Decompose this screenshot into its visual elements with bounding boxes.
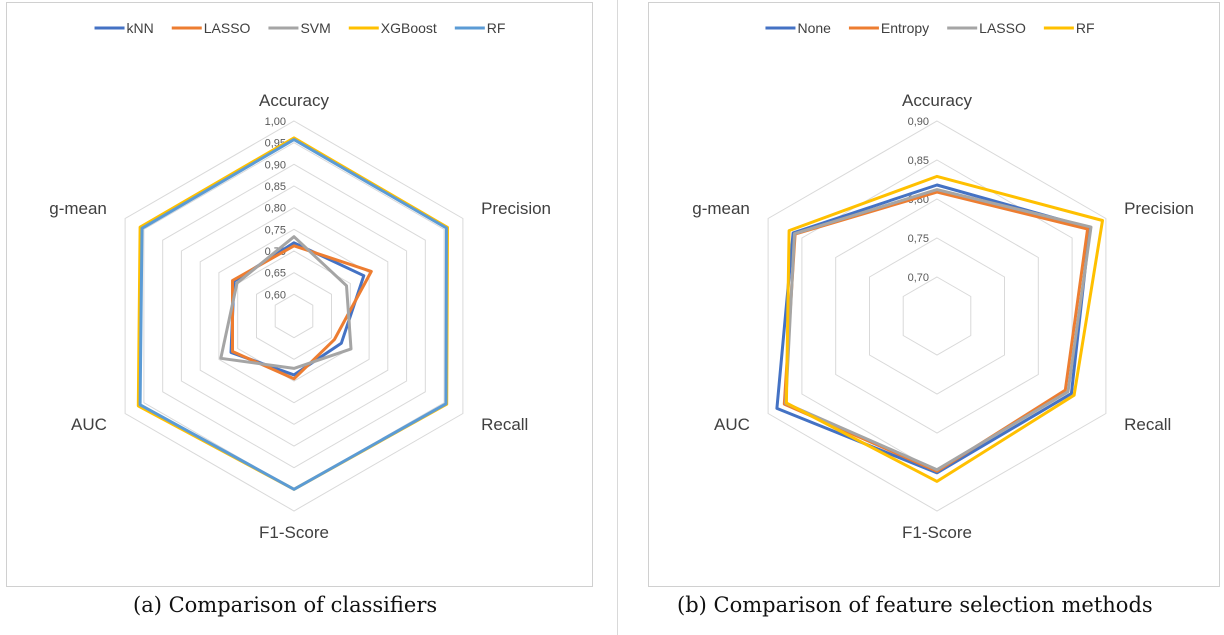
tick-label: 0,85 <box>265 181 286 193</box>
grid-ring <box>801 159 1073 473</box>
legend-label: XGBoost <box>381 20 437 36</box>
grid-ring <box>256 272 332 360</box>
legend-item-lasso: LASSO <box>947 20 1026 36</box>
grid-ring <box>767 120 1107 512</box>
series-line-rf <box>138 138 448 491</box>
axis-label-precision: Precision <box>481 199 551 218</box>
grid-ring <box>124 120 464 512</box>
grid-ring <box>274 293 314 339</box>
legend-item-entropy: Entropy <box>848 20 929 36</box>
tick-label: 0,70 <box>908 272 929 284</box>
divider <box>617 0 618 635</box>
tick-label: 0,80 <box>265 203 286 215</box>
radar-chart-classifiers: 0,600,650,700,750,800,850,900,951,00Accu… <box>49 20 551 542</box>
axis-label-accuracy: Accuracy <box>902 91 972 110</box>
legend-item-xgboost: XGBoost <box>348 20 437 36</box>
series-line-rf <box>784 174 1104 483</box>
axis-label-f1-score: F1-Score <box>259 523 329 542</box>
tick-label: 0,85 <box>908 155 929 167</box>
grid-ring <box>869 237 1005 395</box>
legend-item-rf: RF <box>1043 20 1095 36</box>
caption-feature-selection: (b) Comparison of feature selection meth… <box>677 593 1153 617</box>
axis-label-g-mean: g-mean <box>49 199 107 218</box>
grid-ring <box>143 142 445 490</box>
tick-label: 0,90 <box>908 116 929 128</box>
series-line-lasso <box>231 244 373 381</box>
tick-label: 0,65 <box>265 268 286 280</box>
legend-item-svm: SVM <box>268 20 331 36</box>
tick-label: 0,60 <box>265 289 286 301</box>
series-line-xgboost <box>136 136 449 491</box>
legend-label: RF <box>1076 20 1095 36</box>
legend-label: LASSO <box>979 20 1026 36</box>
axis-label-recall: Recall <box>1124 415 1171 434</box>
chart-panel-feature-selection: 0,70 0,75 0,80 0,85 0,90 Accuracy Precision Rec… <box>648 2 1220 587</box>
axis-label-auc: AUC <box>714 415 750 434</box>
axis-label-f1-score: F1-Score <box>902 523 972 542</box>
radar-chart-feature-selection: 0,700,750,800,850,90AccuracyPrecisionRec… <box>692 20 1194 542</box>
series-line-lasso <box>784 188 1093 472</box>
grid-ring <box>180 185 408 447</box>
legend-item-knn: kNN <box>94 20 154 36</box>
caption-classifiers: (a) Comparison of classifiers <box>133 593 438 617</box>
legend-label: LASSO <box>204 20 251 36</box>
tick-label: 1,00 <box>265 116 286 128</box>
legend-label: SVM <box>300 20 330 36</box>
grid-ring <box>162 163 426 469</box>
legend-item-rf: RF <box>454 20 506 36</box>
legend-label: None <box>797 20 831 36</box>
axis-label-precision: Precision <box>1124 199 1194 218</box>
series-line-svm <box>219 235 353 370</box>
chart-panel-classifiers: 0,60 0,65 0,70 0,75 0,80 0,85 0,90 0,95 1,00 Accu… <box>6 2 593 587</box>
axis-label-accuracy: Accuracy <box>259 91 329 110</box>
tick-label: 0,75 <box>908 233 929 245</box>
grid-ring <box>835 198 1039 434</box>
legend-item-none: None <box>765 20 831 36</box>
series-line-none <box>775 183 1092 475</box>
legend-label: kNN <box>127 20 154 36</box>
legend-label: Entropy <box>881 20 929 36</box>
tick-label: 0,90 <box>265 159 286 171</box>
axis-label-recall: Recall <box>481 415 528 434</box>
axis-label-auc: AUC <box>71 415 107 434</box>
legend-item-lasso: LASSO <box>171 20 251 36</box>
tick-label: 0,75 <box>265 224 286 236</box>
grid-ring <box>199 207 389 425</box>
legend-label: RF <box>487 20 506 36</box>
grid-ring <box>902 276 972 356</box>
axis-label-g-mean: g-mean <box>692 199 750 218</box>
